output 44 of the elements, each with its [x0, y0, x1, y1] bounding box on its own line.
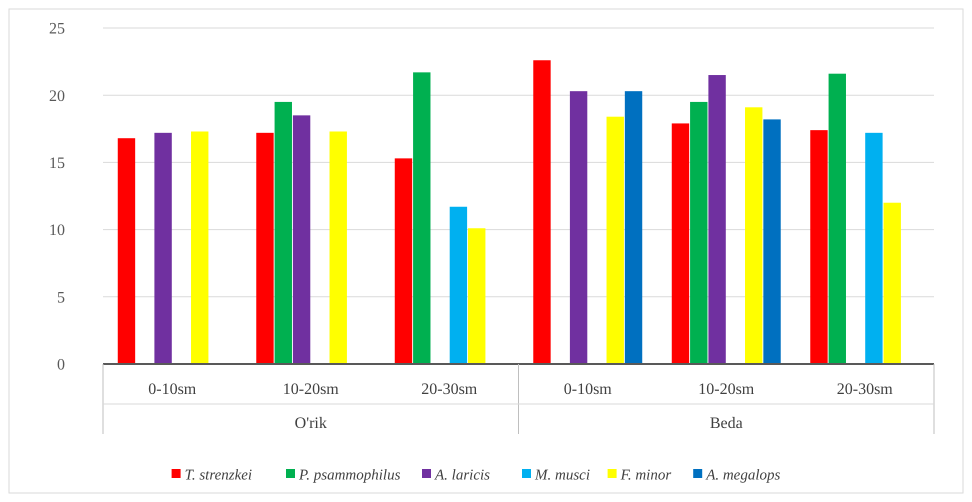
bar [624, 91, 642, 364]
x-tick-label: 10-20sm [282, 381, 340, 398]
bar [810, 130, 828, 364]
legend-label: P. psammophilus [298, 467, 401, 484]
text: O'rik [294, 415, 327, 432]
bar [394, 158, 412, 364]
bar [274, 102, 292, 364]
y-tick-label: 20 [49, 88, 65, 105]
legend-label: M. musci [534, 467, 590, 484]
y-tick-label: 25 [49, 20, 65, 38]
bar [672, 123, 690, 364]
bar [763, 119, 781, 364]
bar [118, 138, 136, 364]
bar [468, 228, 486, 364]
bar [690, 102, 708, 364]
text: Beda [710, 415, 743, 432]
y-tick-label: 10 [49, 222, 65, 240]
bar [533, 60, 551, 364]
bar [450, 206, 468, 364]
legend-label: A. laricis [434, 467, 490, 484]
bar [292, 115, 310, 364]
bar [256, 132, 274, 364]
x-tick-label: 10-20sm [698, 381, 755, 398]
legend-label: T. strenzkei [184, 467, 252, 484]
bar [570, 91, 588, 364]
bar [606, 116, 624, 364]
y-tick-label: 15 [49, 155, 65, 172]
bar [413, 72, 430, 364]
x-tick-label: 0-10sm [148, 381, 197, 398]
bar [330, 131, 347, 364]
bar [828, 74, 846, 364]
legend-label: A. megalops [705, 467, 781, 484]
x-tick-label: 20-30sm [421, 381, 478, 398]
y-tick-label: 0 [57, 356, 65, 374]
x-tick-label: 0-10sm [564, 381, 612, 398]
bar [708, 75, 726, 364]
bar [745, 107, 762, 364]
bar [191, 131, 208, 364]
legend-label: F. minor [620, 467, 672, 484]
bar [154, 132, 172, 364]
y-tick-label: 5 [57, 289, 65, 306]
bar [884, 202, 901, 364]
bar [865, 132, 883, 364]
x-tick-label: 20-30sm [836, 381, 894, 398]
